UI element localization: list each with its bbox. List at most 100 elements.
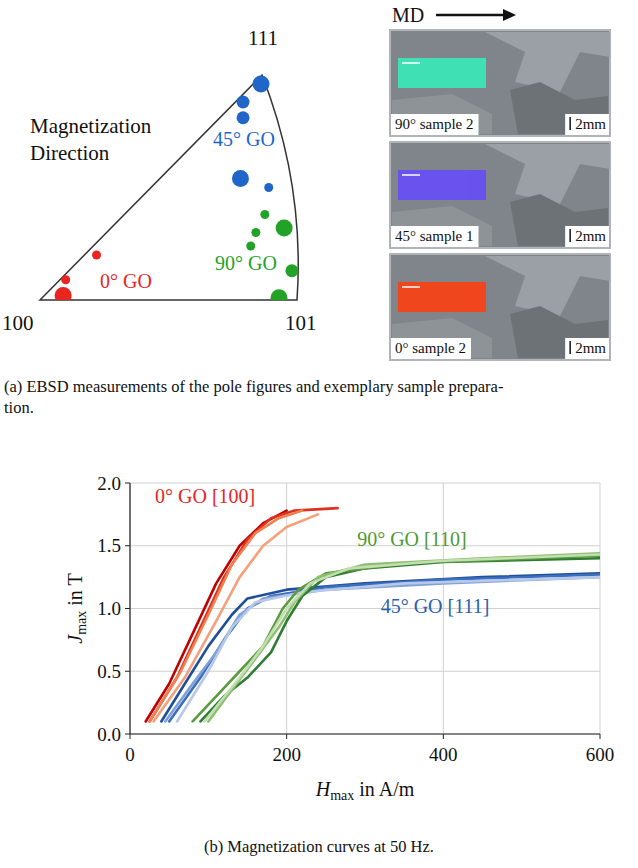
curve-label: 90° GO [110] [357,528,466,550]
orientation-dot [55,287,72,300]
unit: in A/m [354,778,414,800]
orientation-dot [61,275,70,284]
grain [392,318,492,358]
sample-image [390,142,610,248]
scale-patch [565,114,609,135]
tick [125,483,130,484]
orientation-dot [237,111,250,124]
tick [130,734,131,739]
orientation-dot [285,264,298,277]
series-label: 90° GO [215,252,277,274]
scale-bar [569,117,571,130]
magnetization-curve [154,514,319,721]
tick [443,734,444,739]
ebsd-map-grain [468,170,486,200]
orientation-dot [251,228,260,237]
caption: (a) EBSD measurements of the pole figure… [4,377,503,396]
md-arrow-head [503,9,516,21]
grid [130,483,600,734]
ebsd-map [398,58,486,88]
magnetization-curve [204,555,600,722]
figure: 100101111MagnetizationDirection0° GO45° … [0,0,638,868]
sample-bg [390,142,610,248]
tick-label: 1.0 [97,598,121,619]
grain [392,94,492,134]
orientation-dot [260,210,269,219]
x-axis [130,733,600,734]
ipf-triangle [40,75,298,300]
md-arrow [436,14,508,17]
sample-label: 45° sample 1 [395,228,474,244]
scale-bar [569,341,571,354]
sample-label: 90° sample 2 [395,116,474,132]
grain [510,82,608,134]
scale-bar [569,229,571,242]
scale-label: 2mm [575,116,606,132]
grain [485,256,610,316]
orientation-dot [271,289,288,300]
orientation-dot [237,96,250,109]
orientation-dot [276,220,293,237]
scale-mark [402,62,420,64]
grain [392,206,492,246]
sample-image [390,30,610,136]
scale-patch [565,226,609,247]
magnetization-curve [208,553,600,721]
curve-label: 0° GO [100] [155,485,255,507]
tick [125,545,130,546]
subscript: max [74,611,89,635]
tick-label: 200 [272,744,301,765]
ebsd-map-grain [468,58,486,88]
magnetization-curve [177,577,600,721]
magnetization-curve [161,573,600,721]
grain [510,306,608,358]
curve-label: 45° GO [111] [381,595,490,617]
tick-label: 2.0 [97,473,121,494]
orientation-dot [92,251,101,260]
magnetization-curve [169,575,600,722]
curves [146,508,600,721]
tick [125,671,130,672]
tick-label: 0 [125,744,135,765]
sample-image [390,254,610,360]
sample-bg [390,254,610,360]
grid-line [130,483,131,734]
tick-label: 0.5 [97,661,121,682]
grain [485,144,610,204]
label-patch [391,338,471,359]
ebsd-map [398,170,486,200]
grid-line [130,483,600,484]
tick-label: 0.0 [97,724,121,745]
magnetization-curve [165,577,600,721]
vertex-label: 100 [2,311,34,335]
orientation-dot [264,183,273,192]
magnetization-curve [201,558,601,721]
ipf-title: Magnetization Direction [30,114,152,165]
grid-line [600,483,601,734]
x-axis-title: Hmax in A/m [315,778,415,803]
tick-label: 1.5 [97,535,121,556]
subscript: max [330,788,354,803]
scale-label: 2mm [575,228,606,244]
md-label: MD [392,4,424,26]
ipf-dots [55,76,299,301]
ebsd-map [398,282,486,312]
scale-mark [402,286,420,288]
tick [125,734,130,735]
magnetization-curve [193,556,600,722]
ipf-title-line: Direction [30,141,110,165]
symbol: H [315,778,332,800]
sample-bg [390,30,610,136]
vertex-label: 101 [285,311,317,335]
ipf-title-line: Magnetization [30,114,152,138]
caption: tion. [4,398,34,417]
scale-label: 2mm [575,340,606,356]
sample-label: 0° sample 2 [395,340,466,356]
orientation-dot [246,242,255,251]
label-patch [391,114,479,135]
grid-line [130,734,600,735]
series-label: 45° GO [213,128,275,150]
tick-label: 600 [586,744,615,765]
grain [510,194,608,246]
vertex-label: 111 [248,26,278,50]
